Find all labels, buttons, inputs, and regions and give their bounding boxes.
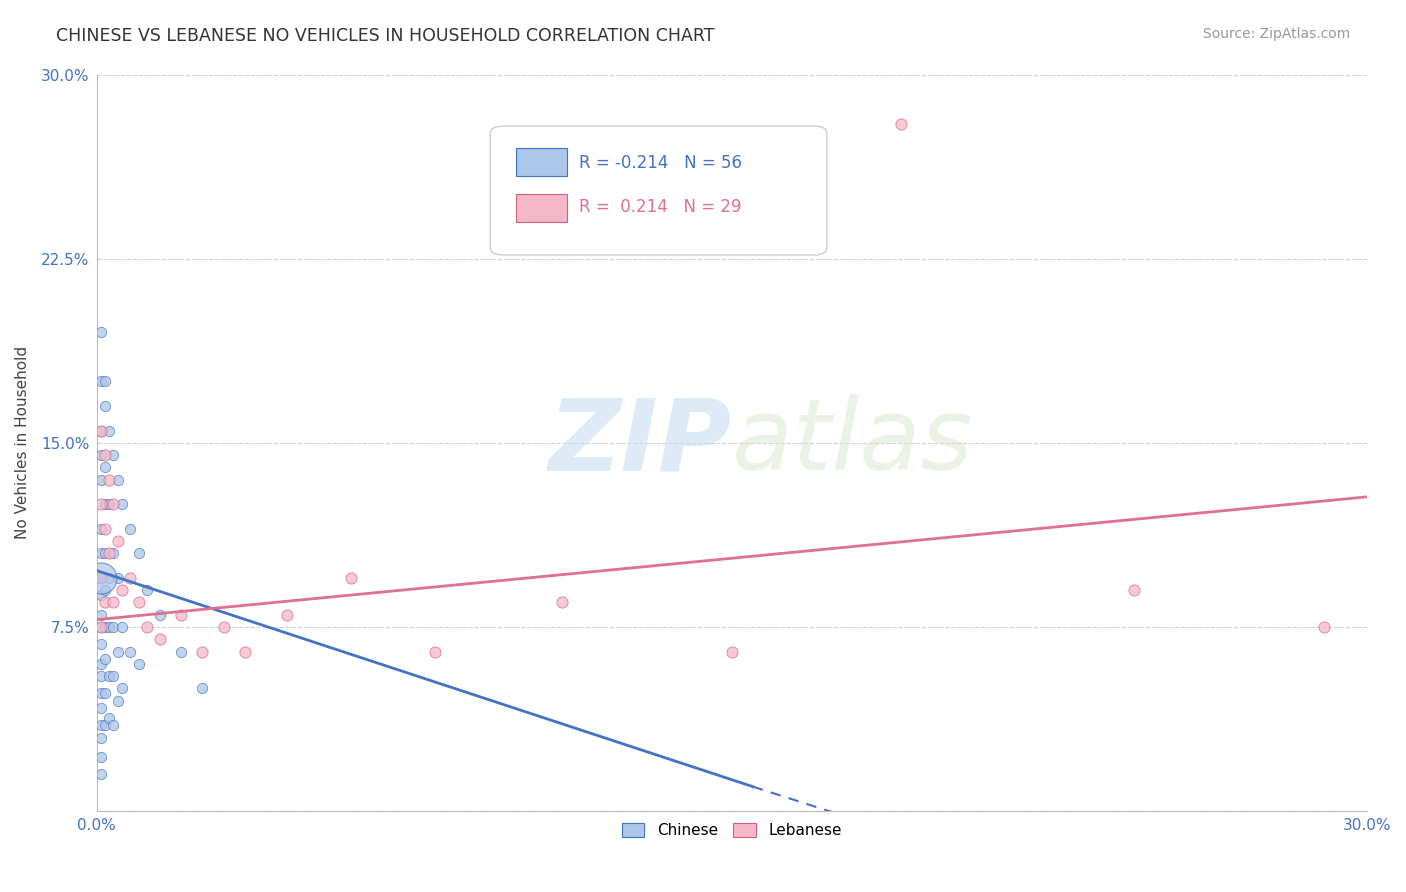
Point [90, 767, 112, 781]
Point [191, 681, 214, 696]
Point [128, 657, 150, 671]
Point [90, 571, 112, 585]
Point [136, 583, 159, 598]
Point [94, 546, 117, 560]
Point [90, 701, 112, 715]
Text: CHINESE VS LEBANESE NO VEHICLES IN HOUSEHOLD CORRELATION CHART: CHINESE VS LEBANESE NO VEHICLES IN HOUSE… [56, 27, 714, 45]
Point [111, 681, 134, 696]
Point [94, 522, 117, 536]
Point [233, 644, 256, 658]
Point [103, 620, 125, 634]
Point [98, 424, 121, 438]
Point [94, 375, 117, 389]
Point [90, 750, 112, 764]
Point [103, 497, 125, 511]
Point [103, 669, 125, 683]
Point [98, 497, 121, 511]
Point [149, 607, 172, 622]
Point [107, 534, 129, 549]
Point [98, 571, 121, 585]
Text: ZIP: ZIP [548, 394, 731, 491]
Point [90, 588, 112, 602]
Point [90, 326, 112, 340]
Point [90, 424, 112, 438]
Point [90, 497, 112, 511]
Point [111, 583, 134, 598]
Point [94, 620, 117, 634]
Point [212, 620, 235, 634]
Point [120, 522, 142, 536]
Point [94, 448, 117, 462]
Point [720, 644, 742, 658]
Y-axis label: No Vehicles in Household: No Vehicles in Household [15, 346, 30, 540]
Point [107, 571, 129, 585]
Point [107, 644, 129, 658]
Point [90, 522, 112, 536]
Point [90, 571, 112, 585]
Point [120, 571, 142, 585]
Point [339, 571, 361, 585]
FancyBboxPatch shape [491, 126, 827, 255]
Point [551, 595, 574, 609]
Point [94, 652, 117, 666]
Point [1313, 620, 1336, 634]
Point [111, 620, 134, 634]
FancyBboxPatch shape [516, 148, 567, 177]
Point [90, 718, 112, 732]
Point [94, 718, 117, 732]
Point [90, 607, 112, 622]
Point [136, 620, 159, 634]
Point [98, 473, 121, 487]
Point [170, 644, 193, 658]
Legend: Chinese, Lebanese: Chinese, Lebanese [616, 817, 848, 844]
Point [94, 686, 117, 700]
Point [90, 637, 112, 651]
Point [90, 620, 112, 634]
Point [103, 595, 125, 609]
Text: atlas: atlas [731, 394, 973, 491]
Point [149, 632, 172, 647]
Point [90, 731, 112, 745]
Point [90, 571, 112, 585]
FancyBboxPatch shape [516, 194, 567, 222]
Point [103, 546, 125, 560]
Point [94, 583, 117, 598]
Point [90, 424, 112, 438]
Point [425, 644, 447, 658]
Point [170, 607, 193, 622]
Point [90, 686, 112, 700]
Point [111, 497, 134, 511]
Point [103, 718, 125, 732]
Point [191, 644, 214, 658]
Point [94, 399, 117, 413]
Point [107, 473, 129, 487]
Point [890, 117, 912, 131]
Point [128, 595, 150, 609]
Point [90, 375, 112, 389]
Text: R = -0.214   N = 56: R = -0.214 N = 56 [579, 154, 742, 172]
Point [98, 711, 121, 725]
Point [120, 644, 142, 658]
Point [1122, 583, 1144, 598]
Text: R =  0.214   N = 29: R = 0.214 N = 29 [579, 198, 742, 216]
Point [94, 497, 117, 511]
Text: Source: ZipAtlas.com: Source: ZipAtlas.com [1202, 27, 1350, 41]
Point [90, 448, 112, 462]
Point [94, 595, 117, 609]
Point [128, 546, 150, 560]
Point [94, 460, 117, 475]
Point [98, 669, 121, 683]
Point [98, 546, 121, 560]
Point [107, 694, 129, 708]
Point [103, 448, 125, 462]
Point [276, 607, 298, 622]
Point [90, 669, 112, 683]
Point [98, 620, 121, 634]
Point [90, 657, 112, 671]
Point [90, 620, 112, 634]
Point [90, 473, 112, 487]
Point [90, 546, 112, 560]
